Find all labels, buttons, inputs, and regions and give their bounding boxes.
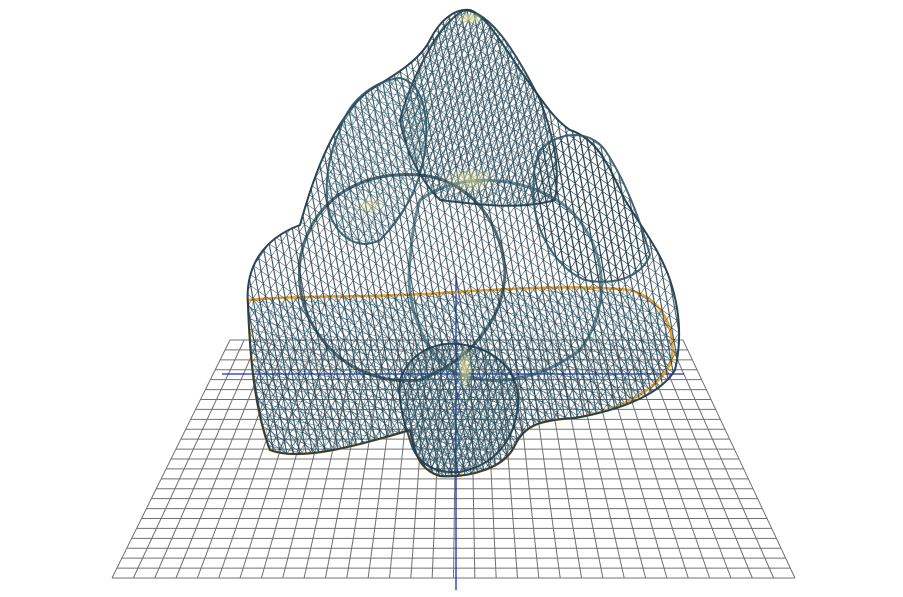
surface-inner-ribbon-1 [297,172,507,383]
highlight-left [352,195,388,215]
wireframe-surface[interactable] [246,8,681,478]
surface-front-lobe [398,342,520,474]
surface-right-lobe [532,134,652,283]
highlight-mid [440,166,500,194]
highlight-top [456,12,484,24]
highlight-center [457,346,473,390]
surface-inner-ribbon-2 [407,178,603,382]
